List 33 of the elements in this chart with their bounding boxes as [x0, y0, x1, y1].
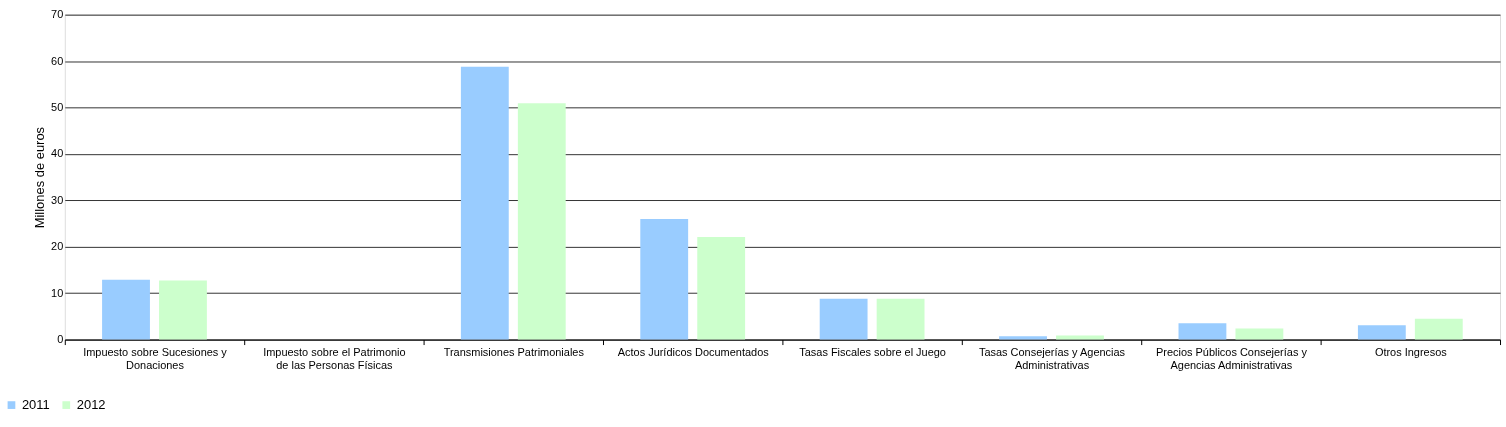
legend-label: 2012 [76, 397, 106, 413]
x-tick-label: Tasas Consejerías y Agencias Administrativas [978, 346, 1126, 371]
bar [159, 280, 207, 340]
bar [819, 298, 868, 340]
bar [876, 298, 925, 340]
x-tick-label: Tasas Fiscales sobre el Juego [799, 346, 946, 359]
x-tick-label: Impuesto sobre el Patrimonio de las Personas Físicas [263, 346, 406, 371]
bar [102, 279, 150, 340]
x-tick-label: Transmisiones Patrimoniales [443, 346, 585, 359]
y-tick-label: 70 [51, 8, 64, 21]
y-tick-label: 0 [57, 333, 64, 346]
y-tick-label: 30 [51, 193, 64, 206]
x-tick-label: Otros Ingresos [1374, 346, 1448, 359]
y-tick-label: 50 [51, 100, 64, 113]
y-tick-label: 60 [51, 54, 64, 67]
bar [1414, 318, 1463, 340]
bar [697, 236, 746, 340]
bar [640, 218, 689, 340]
x-tick-label: Precios Públicos Consejerías y Agencias Administrativas [1155, 346, 1308, 371]
x-tick-label: Impuesto sobre Sucesiones y Donaciones [83, 346, 228, 371]
bar [1056, 335, 1104, 340]
y-tick-label: 20 [51, 240, 64, 253]
bar [1235, 328, 1284, 340]
bar [460, 66, 509, 340]
y-tick-label: 40 [51, 147, 64, 160]
bar [1357, 325, 1406, 340]
bar [517, 103, 566, 340]
bar [999, 336, 1047, 340]
x-tick-label: Actos Jurídicos Documentados [617, 346, 770, 359]
y-tick-label: 10 [51, 286, 64, 299]
bar [1178, 323, 1227, 340]
legend-label: 2011 [21, 397, 50, 413]
y-axis-title: Millones de euros [32, 126, 48, 229]
